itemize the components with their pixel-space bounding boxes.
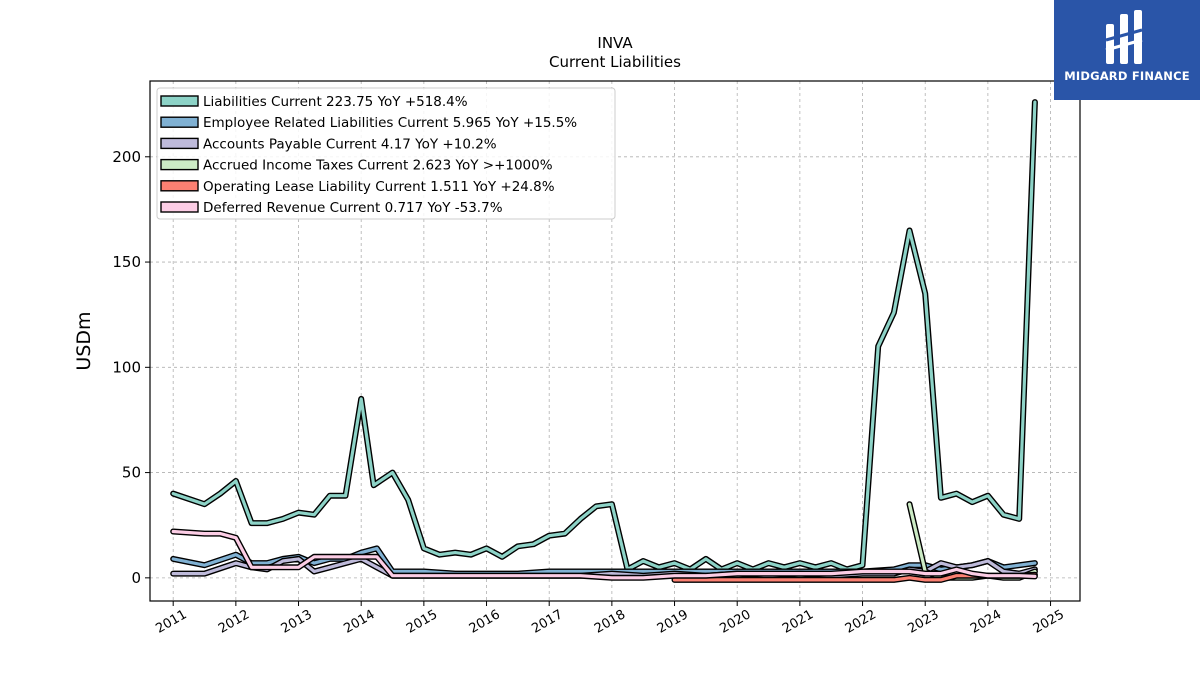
x-tick-label: 2018 (592, 607, 628, 637)
x-tick-label: 2020 (717, 607, 753, 637)
brand-name: MIDGARD FINANCE (1064, 69, 1190, 83)
chart-subtitle: Current Liabilities (549, 53, 681, 71)
series-lines (170, 99, 1038, 583)
x-tick-label: 2024 (968, 607, 1004, 637)
legend-label: Operating Lease Liability Current 1.511 … (203, 179, 555, 195)
series-1-line (170, 99, 1038, 573)
y-tick-label: 50 (122, 464, 141, 482)
y-tick-label: 200 (112, 148, 141, 166)
x-tick-label: 2016 (467, 607, 503, 637)
y-axis-label: USDm (73, 311, 95, 370)
legend-label: Accrued Income Taxes Current 2.623 YoY >… (203, 158, 553, 174)
x-tick-label: 2017 (529, 607, 565, 637)
legend-swatch (160, 95, 199, 107)
y-tick-label: 0 (131, 569, 141, 587)
legend-swatch (160, 137, 199, 150)
legend: Liabilities Current 223.75 YoY +518.4% Em… (156, 87, 616, 220)
legend-label: Deferred Revenue Current 0.717 YoY -53.7… (203, 200, 503, 216)
chart-title: INVA (597, 34, 633, 52)
legend-box (156, 87, 616, 220)
x-tick-label: 2022 (843, 607, 879, 637)
x-tick-label: 2015 (404, 607, 440, 637)
legend-swatch (160, 180, 199, 192)
brand-logo: MIDGARD FINANCE (1054, 0, 1200, 100)
series-6-line (170, 528, 1038, 581)
legend-label: Employee Related Liabilities Current 5.9… (203, 115, 577, 131)
series-stroke (171, 529, 1037, 580)
series-stroke (171, 100, 1037, 572)
y-tick-label: 150 (112, 253, 141, 271)
x-tick-label: 2019 (655, 607, 691, 637)
plot-frame (149, 80, 1081, 602)
brand-mark-icon (1105, 10, 1143, 64)
legend-swatch (160, 158, 199, 171)
legend-swatch (160, 201, 199, 213)
x-tick-label: 2014 (341, 607, 377, 637)
x-tick-label: 2025 (1031, 607, 1067, 637)
x-tick-label: 2011 (153, 607, 189, 637)
x-tick-label: 2021 (780, 607, 816, 637)
x-tick-label: 2013 (279, 607, 315, 637)
legend-swatch (160, 116, 199, 128)
y-tick-label: 100 (112, 358, 141, 376)
x-tick-label: 2023 (905, 607, 941, 637)
legend-label: Liabilities Current 223.75 YoY +518.4% (203, 94, 468, 110)
legend-label: Accounts Payable Current 4.17 YoY +10.2% (203, 136, 497, 152)
x-tick-label: 2012 (216, 607, 252, 637)
